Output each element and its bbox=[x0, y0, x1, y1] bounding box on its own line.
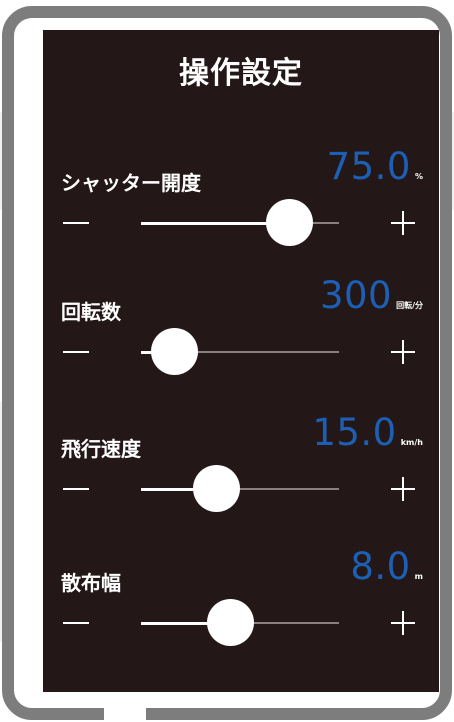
control-value: 75.0 bbox=[326, 145, 411, 188]
plus-icon[interactable] bbox=[391, 477, 415, 501]
slider-thumb[interactable] bbox=[206, 599, 254, 646]
page-title: 操作設定 bbox=[179, 56, 303, 91]
control-value: 8.0 bbox=[350, 545, 411, 588]
control-label: シャッター開度 bbox=[61, 171, 201, 195]
control-value: 300 bbox=[319, 274, 393, 317]
slider-fill bbox=[141, 621, 231, 625]
control-row-rotation: 回転数 300 回転/分 bbox=[43, 274, 439, 416]
control-unit: m bbox=[414, 572, 423, 581]
control-unit: km/h bbox=[400, 438, 423, 447]
slider-thumb[interactable] bbox=[266, 199, 313, 246]
control-row-width: 散布幅 8.0 m bbox=[43, 545, 439, 687]
control-readout: 300 回転/分 bbox=[320, 274, 423, 317]
control-label: 散布幅 bbox=[61, 571, 121, 595]
minus-icon[interactable] bbox=[63, 488, 89, 490]
control-label: 飛行速度 bbox=[61, 437, 141, 461]
control-value: 15.0 bbox=[312, 411, 397, 454]
settings-screen: 操作設定 シャッター開度 75.0 % 回転数 300 回転/分 bbox=[43, 30, 439, 692]
control-readout: 75.0 % bbox=[327, 145, 423, 188]
slider-track[interactable] bbox=[141, 328, 339, 375]
slider-track[interactable] bbox=[141, 199, 339, 246]
control-label: 回転数 bbox=[61, 300, 121, 324]
slider-fill bbox=[141, 487, 217, 491]
slider-thumb[interactable] bbox=[151, 328, 199, 375]
control-unit: 回転/分 bbox=[396, 301, 423, 310]
plus-icon[interactable] bbox=[391, 340, 415, 364]
minus-icon[interactable] bbox=[63, 222, 89, 224]
control-readout: 15.0 km/h bbox=[312, 411, 423, 454]
slider-track[interactable] bbox=[141, 465, 339, 512]
control-row-speed: 飛行速度 15.0 km/h bbox=[43, 411, 439, 553]
control-row-shutter: シャッター開度 75.0 % bbox=[43, 145, 439, 287]
control-readout: 8.0 m bbox=[350, 545, 423, 588]
slider-fill bbox=[141, 221, 290, 225]
minus-icon[interactable] bbox=[63, 351, 89, 353]
plus-icon[interactable] bbox=[391, 611, 415, 635]
device-notch bbox=[104, 704, 146, 722]
minus-icon[interactable] bbox=[63, 622, 89, 624]
slider-track[interactable] bbox=[141, 599, 339, 646]
plus-icon[interactable] bbox=[391, 211, 415, 235]
control-unit: % bbox=[414, 172, 423, 181]
slider-thumb[interactable] bbox=[192, 465, 240, 512]
